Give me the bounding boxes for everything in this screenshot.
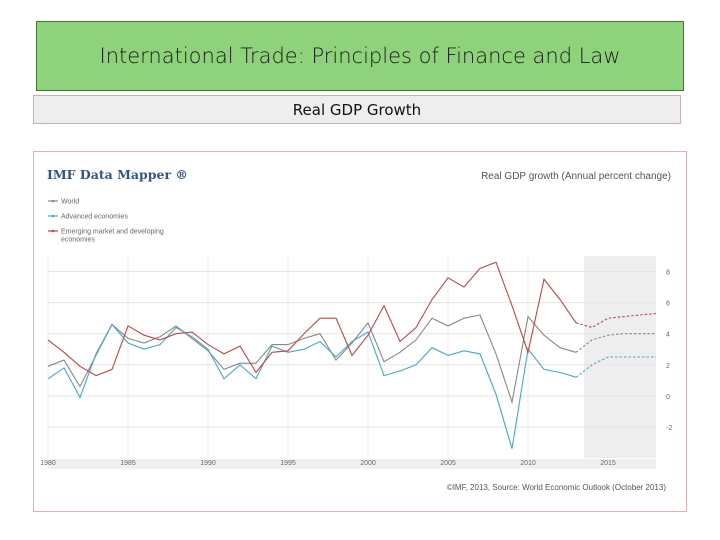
x-tick-label: 1995 — [280, 460, 296, 467]
x-tick-label: 1980 — [40, 460, 56, 467]
chart-title: Real GDP growth (Annual percent change) — [481, 171, 671, 182]
grid: 8 6 4 2 0 -2 — [47, 256, 672, 458]
slide-title: International Trade: Principles of Finan… — [99, 44, 621, 68]
x-tick-label: 2015 — [600, 460, 616, 467]
legend-marker — [51, 229, 55, 233]
legend-label: World — [61, 199, 79, 206]
series-line — [47, 261, 577, 377]
axis: 1980 1985 1990 1995 2000 2005 2010 2015 — [40, 459, 656, 469]
brand-logo: IMF Data Mapper ® — [47, 167, 188, 182]
legend-label-line: Emerging market and developing — [61, 229, 164, 236]
series-projection-line — [575, 356, 656, 378]
legend: World Advanced economies Emerging market a… — [48, 199, 164, 244]
x-tick-label: 1985 — [120, 460, 136, 467]
chart-frame: IMF Data Mapper ® Real GDP growth (Annua… — [33, 151, 687, 512]
y-tick-label: 2 — [666, 363, 670, 370]
series-lines — [47, 261, 657, 449]
slide-subtitle-box: Real GDP Growth — [33, 95, 681, 124]
x-tick-label: 2000 — [360, 460, 376, 467]
legend-marker — [51, 199, 55, 203]
legend-marker — [51, 214, 55, 218]
series-line — [47, 314, 577, 405]
gdp-chart: IMF Data Mapper ® Real GDP growth (Annua… — [40, 167, 672, 492]
y-tick-label: 0 — [666, 394, 670, 401]
slide-title-box: International Trade: Principles of Finan… — [36, 21, 684, 91]
slide-subtitle: Real GDP Growth — [292, 100, 422, 119]
y-tick-label: -2 — [666, 425, 672, 432]
y-tick-label: 8 — [666, 270, 670, 277]
legend-label: Advanced economies — [61, 214, 128, 221]
series-line — [47, 323, 577, 449]
x-tick-label: 2010 — [520, 460, 536, 467]
y-tick-label: 4 — [666, 332, 670, 339]
x-axis-strip — [48, 459, 656, 469]
series-projection-line — [575, 312, 657, 329]
legend-label-line: economies — [61, 237, 95, 244]
legend-label: Emerging market and developing economies — [61, 229, 164, 244]
x-tick-label: 1990 — [200, 460, 216, 467]
y-tick-label: 6 — [666, 301, 670, 308]
source-note: ©IMF, 2013, Source: World Economic Outlo… — [447, 483, 667, 492]
x-tick-label: 2005 — [440, 460, 456, 467]
